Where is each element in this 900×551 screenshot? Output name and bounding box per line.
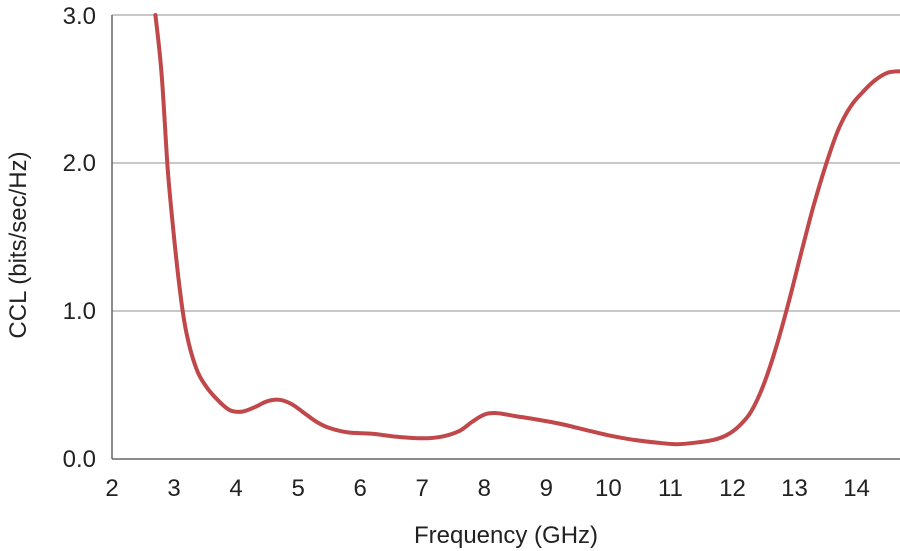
x-tick-label: 7 — [416, 475, 429, 502]
series-line — [153, 13, 900, 447]
x-tick-label: 14 — [843, 475, 870, 502]
grid-lines — [112, 14, 900, 312]
x-tick-labels: 2 3 4 5 6 7 8 9 10 11 12 13 14 — [105, 475, 870, 502]
x-tick-label: 3 — [167, 475, 180, 502]
y-tick-label: 0.0 — [63, 446, 96, 473]
x-tick-label: 2 — [105, 475, 118, 502]
x-tick-label: 11 — [658, 475, 683, 502]
x-tick-label: 5 — [291, 475, 304, 502]
x-tick-label: 12 — [719, 475, 746, 502]
x-tick-label: 6 — [354, 475, 367, 502]
x-tick-label: 4 — [229, 475, 242, 502]
x-axis-label: Frequency (GHz) — [414, 522, 598, 549]
x-tick-label: 9 — [540, 475, 553, 502]
y-tick-label: 3.0 — [63, 3, 96, 30]
y-tick-label: 2.0 — [63, 150, 96, 177]
y-tick-labels: 0.0 1.0 2.0 3.0 — [63, 3, 96, 473]
x-tick-label: 10 — [595, 475, 622, 502]
series-group — [153, 13, 900, 447]
x-tick-label: 8 — [478, 475, 491, 502]
y-tick-label: 1.0 — [63, 298, 96, 325]
y-axis-label: CCL (bits/sec/Hz) — [5, 151, 32, 338]
x-tick-label: 13 — [781, 475, 808, 502]
